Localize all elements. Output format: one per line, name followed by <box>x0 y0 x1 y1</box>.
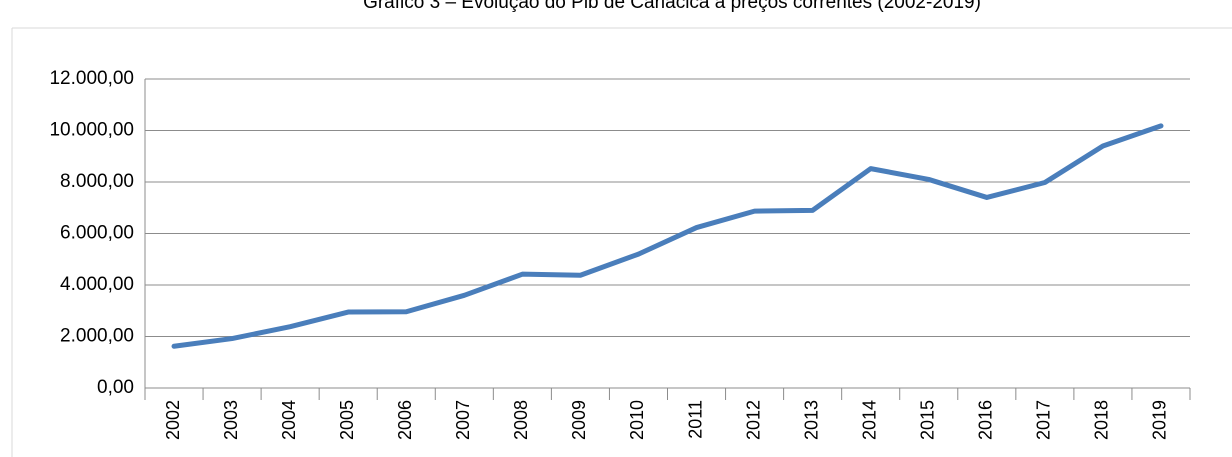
x-tick-label: 2012 <box>743 400 763 440</box>
y-tick-label: 8.000,00 <box>60 171 134 192</box>
y-tick-label: 4.000,00 <box>60 274 134 295</box>
x-tick-label: 2008 <box>511 400 531 440</box>
x-tick-label: 2016 <box>976 400 996 440</box>
x-tick-label: 2015 <box>918 400 938 440</box>
x-tick-label: 2009 <box>569 400 589 440</box>
x-tick-label: 2007 <box>453 400 473 440</box>
x-tick-label: 2017 <box>1034 400 1054 440</box>
x-tick-label: 2011 <box>685 400 705 439</box>
data-line <box>171 123 1164 349</box>
x-tick-label: 2013 <box>801 400 821 440</box>
y-tick-label: 10.000,00 <box>49 120 134 141</box>
x-tick-label: 2018 <box>1092 400 1112 440</box>
y-tick-label: 6.000,00 <box>60 223 134 244</box>
chart-title: Gráfico 3 – Evolução do Pib de Cariacica… <box>363 0 981 13</box>
x-tick-label: 2010 <box>627 400 647 440</box>
y-tick-label: 12.000,00 <box>49 68 134 89</box>
y-tick-label: 0,00 <box>97 377 134 398</box>
x-tick-label: 2005 <box>337 400 357 440</box>
x-tick-label: 2002 <box>163 400 183 440</box>
x-tick-label: 2004 <box>279 400 299 440</box>
x-tick-label: 2003 <box>221 400 241 440</box>
x-tick-label: 2014 <box>859 400 879 440</box>
x-tick-label: 2006 <box>395 400 415 440</box>
x-tick-label: 2019 <box>1150 400 1170 440</box>
y-tick-label: 2.000,00 <box>60 326 134 347</box>
